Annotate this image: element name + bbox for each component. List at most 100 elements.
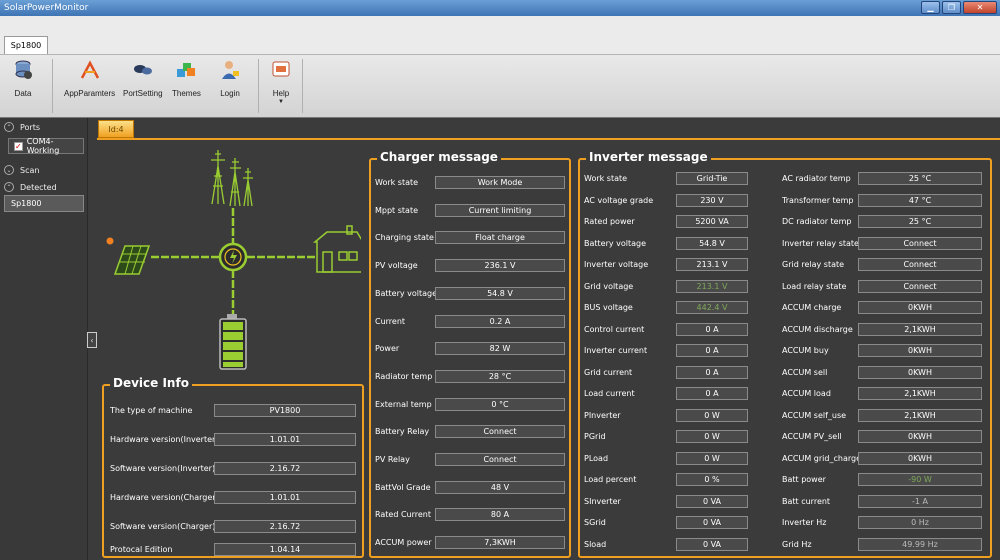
chevron-down-icon: ▼ [278,99,284,105]
row-label: Battery voltage [584,238,647,248]
detected-group-header[interactable]: ⌃ Detected [4,182,57,192]
row-value: 0KWH [858,430,982,443]
row-label: Current [375,316,406,326]
row-value: 0 VA [676,494,748,508]
themes-button[interactable]: Themes [172,59,201,98]
row-value: 2,1KWH [858,322,982,336]
app-parameters-label: AppParamters [64,89,116,98]
row-label: Work state [375,178,419,187]
row-value: 5200 VA [676,215,748,228]
row-value: 0 A [676,344,748,357]
row-value: 442.4 V [676,301,748,314]
row-label: AC voltage grade [584,195,654,205]
detected-device-item[interactable]: Sp1800 [4,195,84,212]
status-dot-icon [106,237,114,245]
row-value: 0 W [676,408,748,422]
row-value: 236.1 V [435,259,565,273]
themes-label: Themes [172,89,201,98]
row-value: 2.16.72 [214,462,356,475]
row-value: 0 Hz [858,516,982,529]
chevron-up-icon: ⌃ [4,182,14,192]
row-value: Connect [858,236,982,250]
ports-label: Ports [20,122,41,132]
port-setting-icon [133,65,152,75]
help-button[interactable]: Help ▼ [270,59,292,105]
row-label: Inverter current [584,346,648,355]
row-value: 0KWH [858,344,982,357]
row-label: Battery voltage [375,288,438,298]
row-label: PInverter [584,410,621,420]
row-value: Connect [435,453,565,466]
close-icon[interactable]: ✕ [963,1,997,14]
row-value: 0 °C [435,397,565,411]
row-label: ACCUM buy [782,346,829,355]
device-info-panel: Device Info The type of machine PV1800 Har… [102,376,364,558]
row-value: -1 A [858,494,982,508]
port-item-com4[interactable]: ✓ COM4-Working [8,137,84,155]
row-value: Current limiting [435,203,565,217]
inverter-hub-icon [218,242,248,272]
row-value: 230 V [676,193,748,207]
app-parameters-button[interactable]: AppParamters [64,59,115,98]
row-value: 25 °C [858,215,982,228]
minimize-icon[interactable]: ▁ [921,1,940,14]
data-button[interactable]: Data [12,59,34,98]
themes-icon [177,63,196,77]
checkbox-icon[interactable]: ✓ [14,141,23,151]
row-label: BattVol Grade [375,482,431,492]
database-icon [15,60,32,79]
ribbon-toolbar: Data AppParamters PortSetting Themes Log… [0,54,1000,118]
ribbon-tab-sp1800[interactable]: Sp1800 [4,36,48,54]
login-label: Login [220,89,240,98]
login-button[interactable]: Login [219,59,241,98]
port-setting-label: PortSetting [123,89,163,98]
row-label: Charging state [375,233,434,243]
row-value: -90 W [858,473,982,486]
restore-icon[interactable]: ❐ [942,1,961,14]
row-value: 2,1KWH [858,408,982,422]
solar-panel-icon [113,245,151,275]
row-value: 1.01.01 [214,491,356,504]
row-label: Grid Hz [782,539,812,549]
row-label: PLoad [584,453,609,463]
battery-icon [219,314,247,370]
row-label: SGrid [584,518,606,527]
row-value: 25 °C [858,172,982,185]
row-value: Work Mode [435,176,565,189]
row-label: ACCUM charge [782,303,842,312]
row-label: Sload [584,539,607,549]
row-value: 0.2 A [435,314,565,328]
row-label: ACCUM discharge [782,324,853,334]
device-info-title: Device Info [110,376,192,390]
house-icon [312,225,361,273]
scan-group-header[interactable]: ⌄ Scan [4,165,39,175]
row-value: 0 A [676,365,748,379]
row-value: 0 % [676,473,748,486]
power-tower-icon [211,150,253,207]
row-label: PV Relay [375,455,410,464]
row-label: Inverter Hz [782,518,827,527]
row-value: 28 °C [435,369,565,383]
row-label: Inverter voltage [584,260,649,269]
login-icon [222,61,239,79]
row-label: Power [375,344,400,354]
row-value: 0KWH [858,301,982,314]
row-label: ACCUM self_use [782,410,847,420]
row-label: Work state [584,174,628,183]
collapse-sidebar-icon[interactable]: ‹ [87,332,97,348]
row-label: ACCUM sell [782,367,828,377]
ports-group-header[interactable]: ⌃ Ports [4,122,40,132]
main-content: Device Info The type of machine PV1800 Har… [97,138,1000,560]
row-label: PV voltage [375,261,418,271]
row-value: 0 VA [676,516,748,529]
row-label: Control current [584,324,645,334]
app-parameters-icon [80,60,99,79]
row-label: External temp [375,399,432,409]
row-value: 0 W [676,430,748,443]
port-setting-button[interactable]: PortSetting [123,59,163,98]
row-label: Hardware version(Inverter) [110,435,219,444]
charger-message-title: Charger message [377,150,501,164]
row-value: 54.8 V [435,286,565,300]
device-tab[interactable]: Id:4 [98,120,134,138]
row-value: 82 W [435,342,565,356]
